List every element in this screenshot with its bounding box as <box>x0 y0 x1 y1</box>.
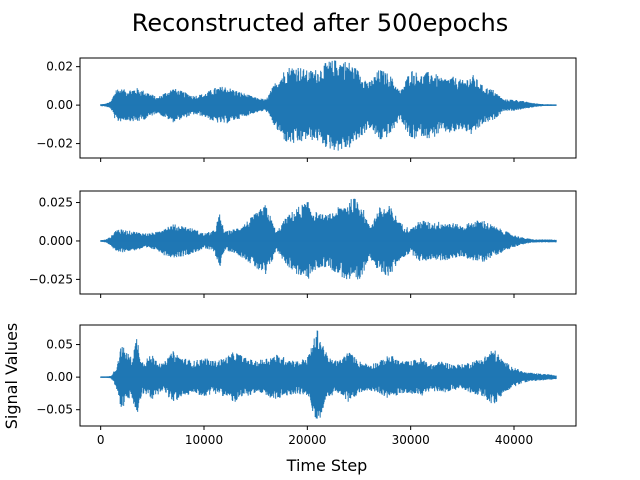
y-tick-label: −0.02 <box>36 137 73 151</box>
y-tick-label: −0.025 <box>29 272 73 286</box>
x-axis-label: Time Step <box>286 456 368 475</box>
axes-frame <box>79 190 577 295</box>
y-axis-label: Signal Values <box>2 323 21 430</box>
y-tick-label: 0.05 <box>46 338 73 352</box>
axes-frame <box>79 57 577 159</box>
subplot-2: −0.025 0.000 0.025 <box>29 190 577 298</box>
y-tick-label: 0.025 <box>39 196 73 210</box>
y-tick-label: 0.00 <box>46 98 73 112</box>
y-tick-label: 0.00 <box>46 370 73 384</box>
y-tick-label: −0.05 <box>36 403 73 417</box>
x-tick-label: 0 <box>97 433 105 447</box>
x-tick-label: 30000 <box>392 433 430 447</box>
figure-title: Reconstructed after 500epochs <box>132 9 509 37</box>
x-tick-label: 10000 <box>185 433 223 447</box>
axes-frame <box>79 324 577 427</box>
y-tick-label: 0.000 <box>39 234 73 248</box>
subplot-1: −0.02 0.00 0.02 <box>36 57 577 162</box>
x-tick-label: 40000 <box>495 433 533 447</box>
subplot-3: 0 10000 20000 30000 40000 −0.05 0.00 0.05 <box>36 324 577 447</box>
y-tick-label: 0.02 <box>46 60 73 74</box>
x-tick-label: 20000 <box>288 433 326 447</box>
